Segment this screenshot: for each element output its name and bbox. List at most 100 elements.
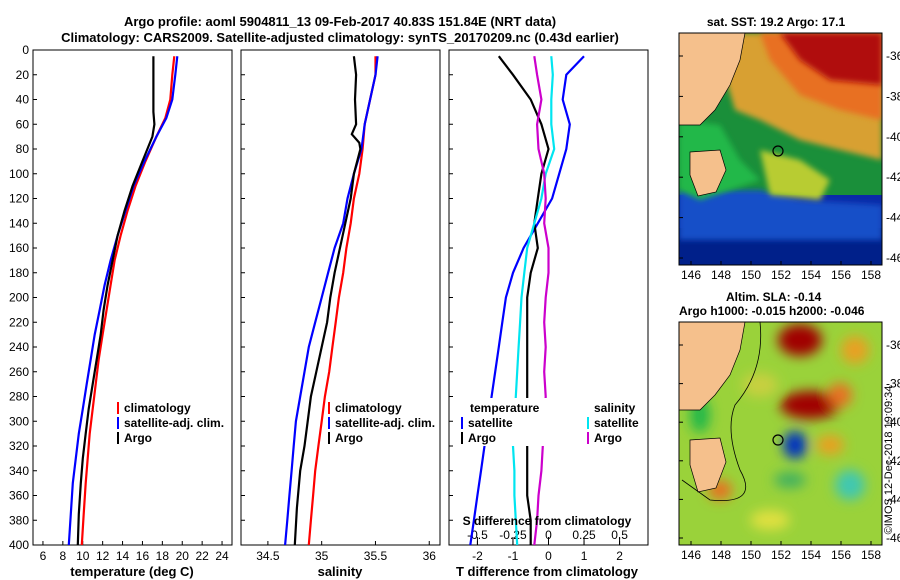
legend-t-argo-label: Argo <box>468 431 496 445</box>
difference-top-xlabel: S difference from climatology <box>463 514 632 528</box>
series-line-salinity-Argo <box>533 56 550 545</box>
y-tick-label: 260 <box>9 365 29 379</box>
map-x-tick-label: 152 <box>771 548 791 562</box>
legend-s-satellite-label: satellite <box>594 416 639 430</box>
title-line-1: Argo profile: aoml 5904811_13 09-Feb-201… <box>124 14 556 29</box>
y-tick-label: 240 <box>9 340 29 354</box>
salinity-legend: climatology satellite-adj. clim. Argo <box>328 401 435 445</box>
map-x-tick-label: 146 <box>681 548 701 562</box>
series-line-climatology <box>307 56 377 545</box>
sst-map-title: sat. SST: 19.2 Argo: 17.1 <box>707 15 846 29</box>
map-y-tick-label: -36 <box>886 49 900 63</box>
map-y-tick-label: -42 <box>886 170 900 184</box>
y-tick-label: 400 <box>9 538 29 552</box>
x-tick-label: 2 <box>616 549 623 563</box>
legend-temperature-title: temperature <box>470 401 540 415</box>
series-line-argo <box>293 56 362 545</box>
sst-map-panel: sat. SST: 19.2 Argo: 17.1 146 148 150 152 15… <box>678 15 900 282</box>
y-tick-label: 100 <box>9 167 29 181</box>
x-tick-label: 6 <box>40 549 47 563</box>
difference-xlabel: T difference from climatology <box>456 564 639 579</box>
sla-map-panel: Altim. SLA: -0.14 Argo h1000: -0.015 h20… <box>678 290 900 562</box>
x-tick-label: 10 <box>76 549 90 563</box>
x-tick-label: 35 <box>315 549 329 563</box>
legend-satellite-label: satellite-adj. clim. <box>124 416 224 430</box>
temperature-legend: climatology satellite-adj. clim. Argo <box>117 401 224 445</box>
map-y-tick-label: -46 <box>886 251 900 265</box>
legend-t-satellite-label: satellite <box>468 416 513 430</box>
y-tick-label: 300 <box>9 414 29 428</box>
y-tick-label: 80 <box>16 142 30 156</box>
series-line-temperature-satellite <box>469 55 585 545</box>
sla-map-title-line-2: Argo h1000: -0.015 h2000: -0.046 <box>679 304 865 318</box>
y-tick-label: 320 <box>9 439 29 453</box>
y-tick-label: 340 <box>9 464 29 478</box>
map-x-tick-label: 148 <box>711 268 731 282</box>
map-y-tick-label: -40 <box>886 415 900 429</box>
difference-legend-background <box>455 398 643 446</box>
difference-panel: -2 -1 0 1 2-0.5 -0.25 0 0.25 0.5 temperature sat… <box>448 49 649 579</box>
x-tick-label: 16 <box>136 549 150 563</box>
x-tick-label: 34.5 <box>256 549 280 563</box>
map-x-tick-label: 146 <box>681 268 701 282</box>
y-tick-label: 220 <box>9 315 29 329</box>
temperature-xlabel: temperature (deg C) <box>70 564 194 579</box>
legend-climatology-label: climatology <box>335 401 402 415</box>
sla-map-title-line-1: Altim. SLA: -0.14 <box>726 290 822 304</box>
temperature-axes <box>32 49 233 546</box>
legend-argo-label: Argo <box>335 431 363 445</box>
map-y-tick-label: -36 <box>886 338 900 352</box>
series-line-argo <box>76 56 156 545</box>
x-tick-label: 18 <box>156 549 170 563</box>
map-x-tick-label: 158 <box>861 268 881 282</box>
x-tick-label: -2 <box>472 549 483 563</box>
legend-climatology-label: climatology <box>124 401 191 415</box>
map-y-tick-label: -40 <box>886 130 900 144</box>
map-x-tick-label: 158 <box>861 548 881 562</box>
map-y-tick-label: -38 <box>886 377 900 391</box>
x-tick-label: 24 <box>215 549 229 563</box>
legend-satellite-label: satellite-adj. clim. <box>335 416 435 430</box>
x-tick-label: 0 <box>545 549 552 563</box>
y-tick-label: 360 <box>9 489 29 503</box>
salinity-panel: 34.5 35 35.5 36 climatology satellite-adj. … <box>240 49 441 579</box>
series-line-satellite-adj-clim- <box>284 56 379 545</box>
y-tick-label: 0 <box>22 43 29 57</box>
difference-legend: temperature satellite Argo salinity sate… <box>461 401 639 445</box>
title-line-2: Climatology: CARS2009. Satellite-adjuste… <box>61 30 619 45</box>
y-tick-label: 140 <box>9 216 29 230</box>
y-tick-label: 120 <box>9 192 29 206</box>
y-tick-label: 380 <box>9 513 29 527</box>
map-x-tick-label: 150 <box>741 548 761 562</box>
x-tick-label: 35.5 <box>364 549 388 563</box>
map-y-tick-label: -46 <box>886 531 900 545</box>
series-line-temperature-Argo <box>497 55 550 545</box>
temperature-panel: 0 20 40 60 80 100 120 140 160 180 200 220 240 260 280 3… <box>9 43 233 579</box>
x-tick-label: 22 <box>195 549 209 563</box>
map-x-tick-label: 150 <box>741 268 761 282</box>
y-tick-label: 20 <box>16 68 30 82</box>
x-tick-label: 8 <box>60 549 67 563</box>
x-tick-label: 36 <box>423 549 437 563</box>
sst-field <box>679 33 882 265</box>
sla-argo-marker <box>772 434 784 446</box>
x-tick-label-salinity: -0.25 <box>499 528 527 542</box>
map-x-tick-label: 156 <box>831 548 851 562</box>
x-tick-label: 1 <box>581 549 588 563</box>
salinity-xlabel: salinity <box>318 564 364 579</box>
legend-s-argo-label: Argo <box>594 431 622 445</box>
y-tick-label: 60 <box>16 117 30 131</box>
x-tick-label: 12 <box>96 549 110 563</box>
difference-axes <box>448 49 649 546</box>
y-tick-label: 280 <box>9 390 29 404</box>
y-tick-label: 180 <box>9 266 29 280</box>
sst-argo-marker <box>772 145 784 157</box>
map-x-tick-label: 148 <box>711 548 731 562</box>
x-tick-label-salinity: 0 <box>545 528 552 542</box>
x-tick-label: -1 <box>508 549 519 563</box>
series-line-satellite-adj-clim- <box>67 56 179 545</box>
legend-argo-label: Argo <box>124 431 152 445</box>
legend-salinity-title: salinity <box>594 401 636 415</box>
x-tick-label-salinity: 0.5 <box>611 528 628 542</box>
